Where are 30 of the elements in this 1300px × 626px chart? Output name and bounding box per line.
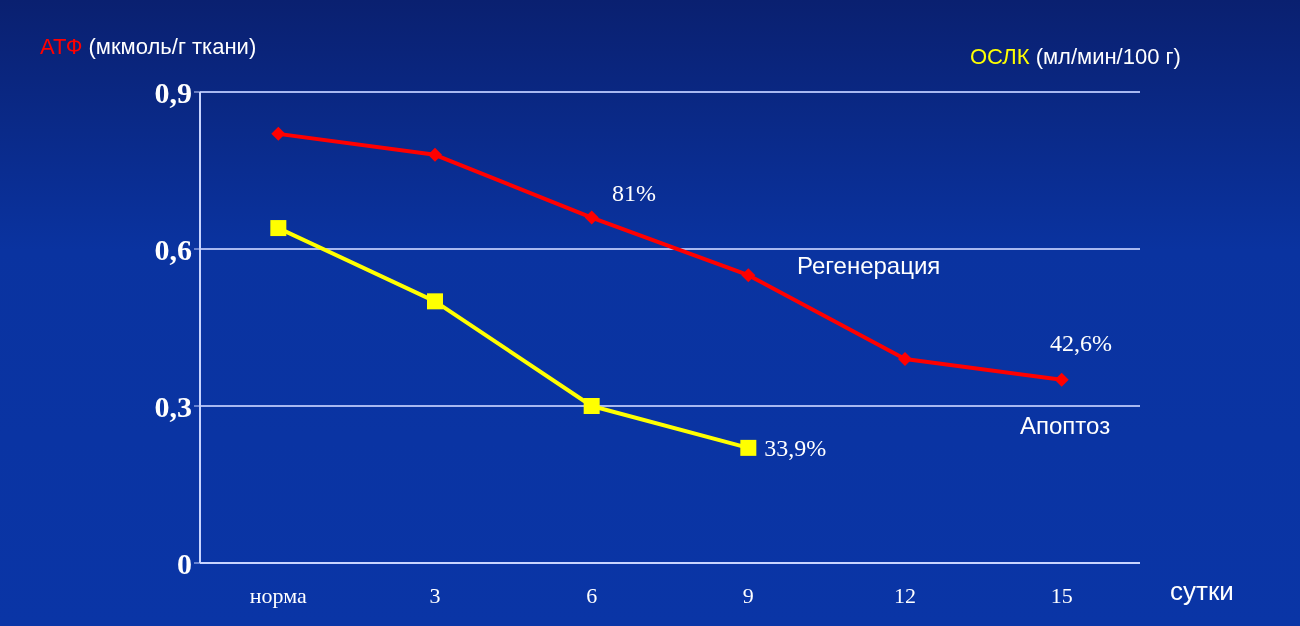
point — [740, 439, 757, 456]
y-axis-title: (мкмоль/г ткани) — [88, 34, 257, 59]
point — [741, 268, 756, 283]
point — [1054, 372, 1069, 387]
x-axis-title: сутки — [1170, 576, 1234, 607]
x-tick-label: 12 — [894, 582, 916, 608]
point — [898, 351, 912, 366]
annotation: 42,6% — [1050, 330, 1112, 357]
x-tick-label: норма — [249, 582, 308, 608]
annotation: Апоптоз — [1020, 412, 1111, 440]
x-tick-label: 9 — [742, 582, 754, 608]
text: АТФ — [40, 34, 83, 59]
point — [584, 210, 599, 225]
x-tick-label: 6 — [586, 582, 598, 608]
point — [427, 293, 443, 310]
annotation: 33,9% — [764, 435, 827, 462]
y-tick-label: 0,9 — [154, 75, 192, 109]
y-tick-label: 0,6 — [154, 232, 192, 266]
x-tick-label: 3 — [429, 582, 441, 608]
point — [583, 398, 600, 414]
point — [271, 126, 286, 141]
y2-axis-title: (мл/мин/100 г) — [1035, 44, 1181, 69]
annotation: Регенерация — [797, 252, 941, 280]
annotation: 81% — [612, 180, 656, 207]
y-tick-label: 0,3 — [154, 389, 192, 423]
text: ОСЛК — [970, 44, 1030, 69]
y-tick-label: 0 — [177, 546, 192, 580]
point — [270, 220, 287, 237]
point — [428, 147, 442, 162]
x-tick-label: 15 — [1050, 582, 1073, 608]
